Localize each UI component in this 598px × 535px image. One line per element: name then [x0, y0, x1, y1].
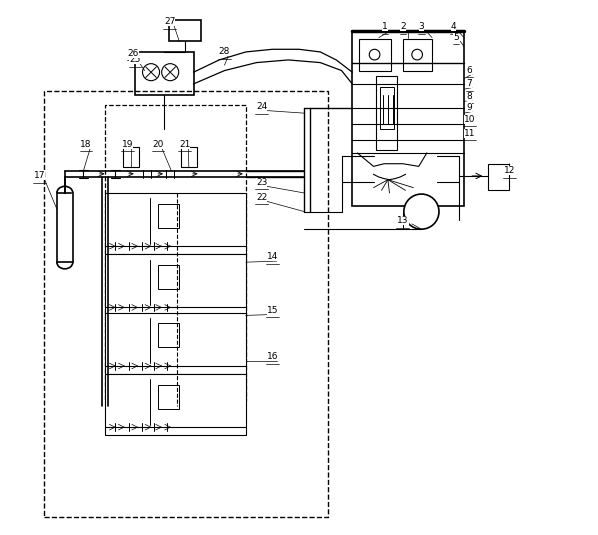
- Bar: [105, 193, 246, 254]
- Text: 21: 21: [179, 140, 190, 149]
- Bar: [105, 105, 246, 401]
- Circle shape: [369, 49, 380, 60]
- Bar: [352, 30, 464, 207]
- Text: 4: 4: [450, 22, 456, 32]
- Bar: [359, 39, 390, 71]
- Text: 23: 23: [256, 178, 267, 187]
- Text: 22: 22: [256, 193, 267, 202]
- Text: 20: 20: [152, 140, 164, 149]
- Bar: [123, 147, 139, 167]
- Bar: [181, 147, 197, 167]
- Circle shape: [412, 49, 422, 60]
- Text: 3: 3: [419, 22, 425, 32]
- Text: 5: 5: [453, 33, 459, 42]
- Bar: [158, 385, 179, 409]
- Bar: [158, 204, 179, 227]
- Text: 14: 14: [267, 253, 278, 262]
- Text: 7: 7: [466, 79, 472, 88]
- Bar: [158, 323, 179, 347]
- Bar: [105, 313, 246, 374]
- Text: 26: 26: [127, 49, 139, 58]
- Bar: [403, 39, 432, 71]
- Text: 15: 15: [267, 305, 278, 315]
- Bar: [105, 254, 246, 316]
- Text: 24: 24: [256, 102, 267, 111]
- Text: 19: 19: [122, 140, 133, 149]
- Text: 2: 2: [400, 22, 405, 32]
- Text: 27: 27: [164, 17, 175, 26]
- Text: 12: 12: [504, 166, 515, 175]
- Text: 10: 10: [463, 115, 475, 124]
- Text: 17: 17: [33, 171, 45, 180]
- Text: 16: 16: [267, 353, 278, 362]
- Bar: [135, 52, 194, 95]
- Bar: [376, 76, 398, 150]
- Text: 28: 28: [219, 48, 230, 57]
- Text: 6: 6: [466, 66, 472, 75]
- Bar: [488, 164, 509, 190]
- Bar: [380, 87, 393, 129]
- Text: 1: 1: [382, 22, 388, 32]
- Text: 13: 13: [397, 216, 408, 225]
- Bar: [158, 265, 179, 289]
- Text: 8: 8: [466, 91, 472, 101]
- Circle shape: [161, 64, 179, 81]
- Bar: [169, 20, 200, 41]
- Text: 9: 9: [466, 103, 472, 112]
- Circle shape: [404, 194, 439, 229]
- Text: 18: 18: [80, 140, 92, 149]
- Bar: [44, 91, 328, 517]
- Bar: [105, 374, 246, 435]
- Circle shape: [142, 64, 160, 81]
- Text: 25: 25: [129, 56, 141, 64]
- Text: 11: 11: [463, 129, 475, 138]
